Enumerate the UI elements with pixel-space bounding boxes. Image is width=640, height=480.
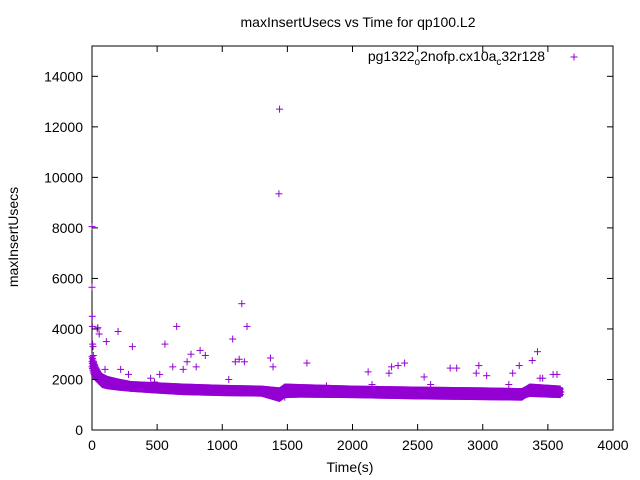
plot-border bbox=[91, 45, 614, 431]
x-tick-label: 3000 bbox=[467, 437, 498, 453]
data-point bbox=[276, 105, 284, 113]
legend: pg1322o2nofp.cx10ac32r128 bbox=[368, 48, 578, 68]
data-point bbox=[101, 365, 109, 373]
data-point bbox=[420, 373, 428, 381]
data-point bbox=[94, 324, 102, 332]
data-point bbox=[102, 338, 110, 346]
x-tick-label: 2500 bbox=[402, 437, 433, 453]
data-point bbox=[483, 372, 491, 380]
data-point bbox=[187, 350, 195, 358]
data-point bbox=[88, 223, 96, 231]
data-point bbox=[394, 362, 402, 370]
y-tick-label: 6000 bbox=[52, 270, 83, 286]
data-point bbox=[475, 362, 483, 370]
data-point bbox=[303, 359, 311, 367]
y-axis-label: maxInsertUsecs bbox=[5, 187, 21, 287]
data-point bbox=[388, 363, 396, 371]
data-point bbox=[453, 364, 461, 372]
data-point bbox=[533, 348, 541, 356]
data-point bbox=[364, 368, 372, 376]
data-point bbox=[515, 362, 523, 370]
x-tick-label: 3500 bbox=[532, 437, 563, 453]
legend-label: pg1322o2nofp.cx10ac32r128 bbox=[368, 48, 545, 68]
y-tick-label: 4000 bbox=[52, 321, 83, 337]
x-tick-label: 0 bbox=[88, 437, 96, 453]
data-point bbox=[401, 359, 409, 367]
x-tick-label: 1000 bbox=[207, 437, 238, 453]
y-tick-label: 8000 bbox=[52, 220, 83, 236]
x-tick-label: 500 bbox=[145, 437, 169, 453]
data-point bbox=[147, 374, 155, 382]
legend-marker-symbol bbox=[570, 53, 578, 61]
data-point bbox=[201, 351, 209, 359]
data-points bbox=[88, 105, 565, 401]
data-point bbox=[269, 363, 277, 371]
data-point bbox=[88, 312, 96, 320]
y-tick-label: 2000 bbox=[52, 371, 83, 387]
data-point bbox=[88, 283, 96, 291]
data-point bbox=[505, 381, 513, 389]
data-point bbox=[117, 365, 125, 373]
data-point bbox=[238, 300, 246, 308]
x-tick-label: 2000 bbox=[337, 437, 368, 453]
data-point bbox=[173, 322, 181, 330]
plot-frame bbox=[91, 45, 614, 431]
data-point bbox=[446, 364, 454, 372]
data-point bbox=[225, 375, 233, 383]
data-point bbox=[124, 370, 132, 378]
y-tick-label: 0 bbox=[75, 422, 83, 438]
x-axis-label: Time(s) bbox=[327, 459, 374, 475]
data-point bbox=[192, 363, 200, 371]
data-point bbox=[183, 358, 191, 366]
data-point bbox=[128, 343, 136, 351]
data-point bbox=[472, 369, 480, 377]
chart-title: maxInsertUsecs vs Time for qp100.L2 bbox=[241, 14, 476, 30]
y-tick-label: 12000 bbox=[44, 119, 83, 135]
data-point bbox=[114, 327, 122, 335]
legend-text-part: 32r128 bbox=[501, 48, 545, 64]
data-point bbox=[275, 190, 283, 198]
legend-text-part: 2nofp.cx10a bbox=[420, 48, 496, 64]
data-point bbox=[243, 322, 251, 330]
x-tick-label: 1500 bbox=[272, 437, 303, 453]
data-point bbox=[196, 346, 204, 354]
y-tick-label: 10000 bbox=[44, 169, 83, 185]
data-point bbox=[528, 357, 536, 365]
data-point bbox=[266, 354, 274, 362]
data-point bbox=[179, 365, 187, 373]
legend-marker bbox=[570, 53, 578, 61]
x-tick-label: 4000 bbox=[597, 437, 628, 453]
legend-text-part: pg1322 bbox=[368, 48, 415, 64]
data-point bbox=[385, 369, 393, 377]
data-point bbox=[169, 363, 177, 371]
y-tick-label: 14000 bbox=[44, 68, 83, 84]
data-point bbox=[156, 370, 164, 378]
data-point bbox=[229, 335, 237, 343]
data-point bbox=[509, 369, 517, 377]
data-point bbox=[161, 340, 169, 348]
data-point bbox=[553, 370, 561, 378]
